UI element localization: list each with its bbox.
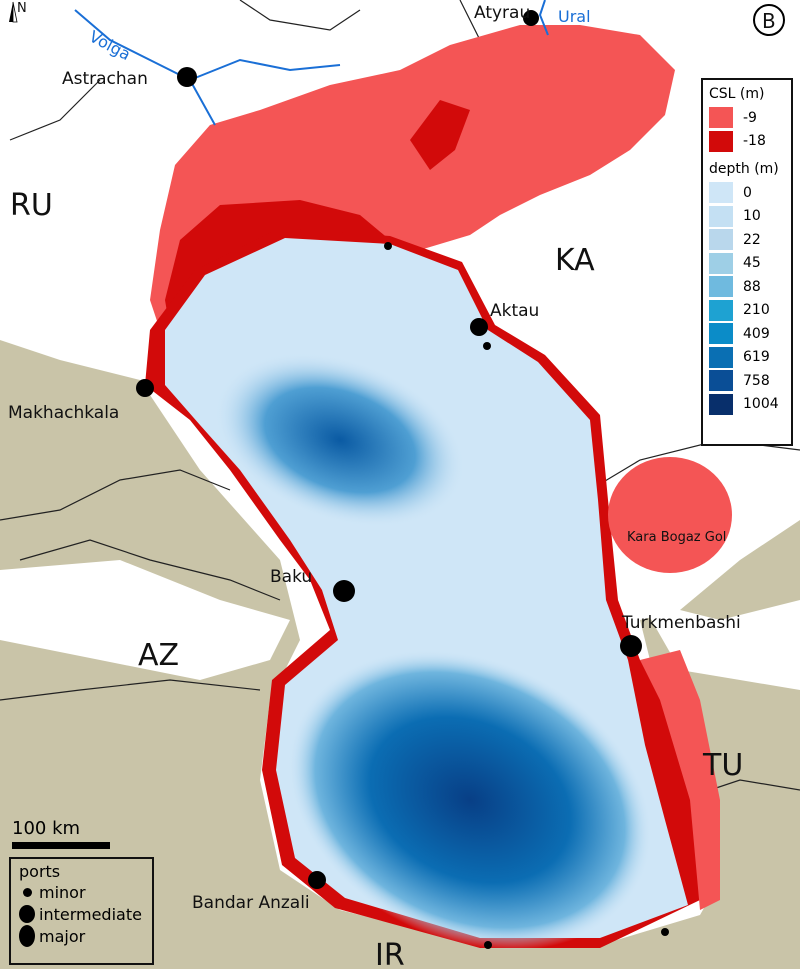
legend-depth-item: 1004: [709, 393, 785, 417]
ports-legend-minor: minor: [19, 881, 144, 903]
legend-swatch: [709, 130, 733, 152]
ports-legend-title: ports: [19, 862, 61, 881]
legend-csl-item: -18: [709, 130, 785, 154]
port-baku: [333, 580, 355, 602]
legend-swatch: [709, 276, 733, 298]
label-ru: RU: [10, 188, 53, 223]
legend-swatch: [709, 205, 733, 227]
legend-depth-item: 0: [709, 181, 785, 205]
south-basin: [287, 649, 653, 951]
port-turkmenbashi: [620, 635, 642, 657]
port-minor: [484, 941, 492, 949]
label-astrachan: Astrachan: [62, 69, 148, 89]
ports-legend-major: major: [19, 925, 144, 947]
legend-label: 88: [743, 278, 761, 295]
csl-9-north-shelf: [150, 25, 675, 330]
port-astrachan: [177, 67, 197, 87]
legend-swatch: [709, 252, 733, 274]
label-kara-bogaz-gol: Kara Bogaz Gol: [627, 530, 726, 545]
legend-swatch: [709, 299, 733, 321]
port-minor: [661, 928, 669, 936]
legend-label: 409: [743, 325, 770, 342]
svg-text:N: N: [17, 1, 27, 16]
label-ka: KA: [555, 243, 595, 278]
legend-swatch: [709, 393, 733, 415]
north-arrow-icon: N: [9, 1, 27, 23]
ports: [136, 10, 669, 949]
label-tu: TU: [702, 748, 743, 783]
label-turkmenbashi: Turkmenbashi: [621, 613, 741, 633]
legend-label: 45: [743, 255, 761, 272]
legend-depth-item: 22: [709, 228, 785, 252]
legend-csl-item: -9: [709, 106, 785, 130]
legend-depth-item: 210: [709, 299, 785, 323]
legend-label: 1004: [743, 396, 779, 413]
port-atyrau: [523, 10, 539, 26]
legend-swatch: [709, 346, 733, 368]
depth-title: depth (m): [709, 161, 779, 177]
label-aktau: Aktau: [490, 301, 539, 321]
middle-basin: [214, 352, 466, 528]
csl-title: CSL (m): [709, 86, 765, 102]
legend-label: 10: [743, 208, 761, 225]
csl-9-turkmen-east: [640, 650, 720, 910]
legend: CSL (m) -9 -18 depth (m) 0 10 22 45 88 210 409 6…: [701, 78, 793, 446]
legend-label: 619: [743, 349, 770, 366]
csl-18-island: [410, 100, 470, 170]
ural-river: [538, 0, 549, 36]
legend-depth-item: 619: [709, 346, 785, 370]
legend-label: 0: [743, 184, 752, 201]
legend-swatch: [709, 370, 733, 392]
label-az: AZ: [138, 638, 179, 673]
panel-label-circle: [753, 4, 785, 36]
panel-label: B: [762, 9, 776, 33]
label-ural: Ural: [558, 7, 591, 26]
legend-label: 22: [743, 231, 761, 248]
volga-river: [74, 9, 216, 126]
scale-label: 100 km: [12, 818, 81, 839]
legend-depth-item: 88: [709, 275, 785, 299]
legend-depth-item: 758: [709, 369, 785, 393]
borders: [0, 0, 800, 801]
legend-depth-item: 45: [709, 252, 785, 276]
legend-depth-item: 10: [709, 205, 785, 229]
legend-swatch: [709, 182, 733, 204]
ports-legend-intermediate: intermediate: [19, 903, 144, 925]
legend-label: -18: [743, 133, 766, 150]
legend-label: 210: [743, 302, 770, 319]
legend-swatch: [709, 323, 733, 345]
label-baku: Baku: [270, 567, 312, 587]
label-ir: IR: [375, 938, 405, 969]
land-south-west: [0, 340, 800, 969]
label-atyrau: Atyrau: [474, 3, 530, 23]
legend-label: 758: [743, 372, 770, 389]
legend-label: -9: [743, 109, 757, 126]
legend-swatch: [709, 107, 733, 129]
port-minor: [384, 242, 392, 250]
legend-swatch: [709, 229, 733, 251]
label-volga: Volga: [86, 27, 134, 64]
land-white-az: [0, 560, 290, 680]
port-aktau: [470, 318, 488, 336]
label-bandar-anzali: Bandar Anzali: [192, 893, 310, 913]
label-makhachkala: Makhachkala: [8, 403, 119, 423]
ports-legend: ports minor intermediate major: [9, 857, 154, 965]
scale-bar: [12, 842, 110, 849]
port-bandar-anzali: [308, 871, 326, 889]
rivers: [74, 0, 549, 126]
kara-bogaz-gol: [608, 457, 732, 573]
port-makhachkala: [136, 379, 154, 397]
port-minor: [483, 342, 491, 350]
legend-depth-item: 409: [709, 322, 785, 346]
